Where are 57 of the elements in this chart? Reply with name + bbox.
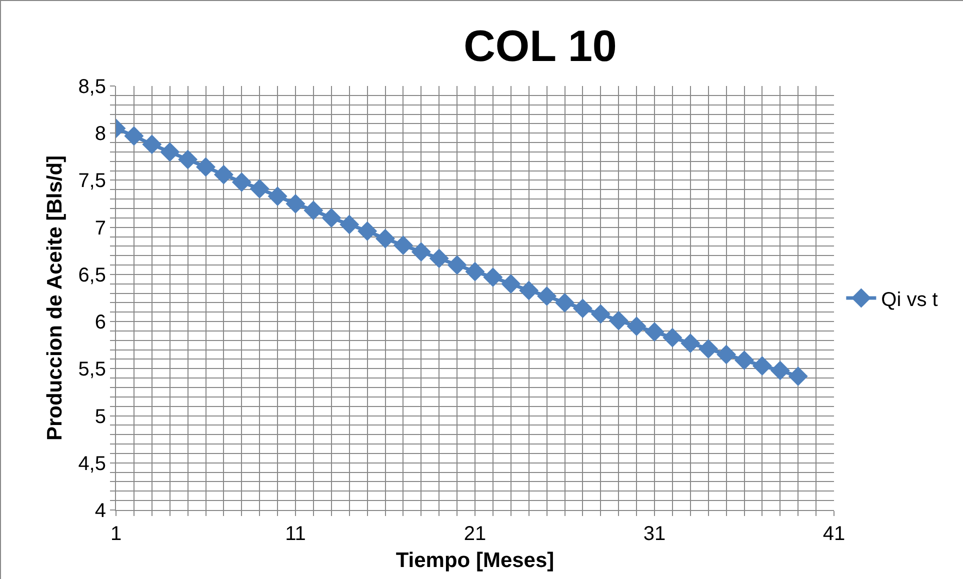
point: [376, 228, 395, 248]
y-tick-label: 8,5: [78, 76, 106, 98]
point: [178, 150, 198, 170]
x-tick-label: 31: [643, 523, 666, 545]
point: [250, 178, 270, 198]
y-tick-label: 6: [94, 312, 106, 334]
point: [519, 280, 539, 300]
point: [501, 274, 521, 294]
y-tick-label: 6,5: [78, 264, 106, 286]
point: [286, 194, 306, 214]
point: [626, 316, 646, 336]
point: [429, 248, 449, 268]
legend-label: Qi vs t: [881, 288, 938, 311]
point: [572, 298, 592, 318]
point: [662, 328, 682, 348]
point: [752, 356, 772, 376]
point: [716, 344, 736, 364]
y-axis-title: Produccion de Aceite [Bls/d]: [43, 155, 66, 441]
point: [124, 126, 144, 146]
y-tick-label: 4,5: [78, 452, 106, 475]
point: [411, 242, 431, 262]
point: [644, 322, 664, 342]
point: [232, 172, 252, 192]
point: [608, 310, 628, 330]
chart-title: COL 10: [464, 22, 617, 71]
point: [465, 262, 485, 282]
point: [698, 339, 718, 359]
y-tick-label: 7: [94, 217, 106, 240]
point: [680, 333, 700, 353]
point: [734, 350, 754, 370]
point: [340, 214, 360, 234]
y-tick-label: 5,5: [78, 358, 106, 381]
point: [160, 142, 180, 162]
y-tick-label: 4: [94, 500, 106, 522]
point: [590, 304, 610, 324]
point: [358, 221, 378, 241]
y-tick-label: 7,5: [78, 170, 106, 192]
point: [483, 268, 503, 288]
point: [788, 366, 808, 386]
y-tick-label: 5: [94, 406, 106, 428]
x-axis-title: Tiempo [Meses]: [396, 549, 554, 572]
point: [268, 186, 288, 206]
x-tick-label: 41: [822, 523, 846, 545]
point: [770, 360, 790, 380]
x-tick-label: 1: [110, 523, 122, 545]
point: [214, 164, 234, 184]
y-tick-label: 8: [94, 123, 106, 146]
point: [322, 208, 342, 228]
point: [537, 286, 557, 306]
point: [196, 157, 216, 177]
x-tick-label: 11: [285, 523, 306, 545]
point: [142, 134, 162, 154]
point: [304, 200, 324, 220]
point: [555, 292, 574, 312]
x-tick-label: 21: [464, 523, 486, 545]
point: [447, 255, 467, 275]
point: [393, 235, 413, 255]
